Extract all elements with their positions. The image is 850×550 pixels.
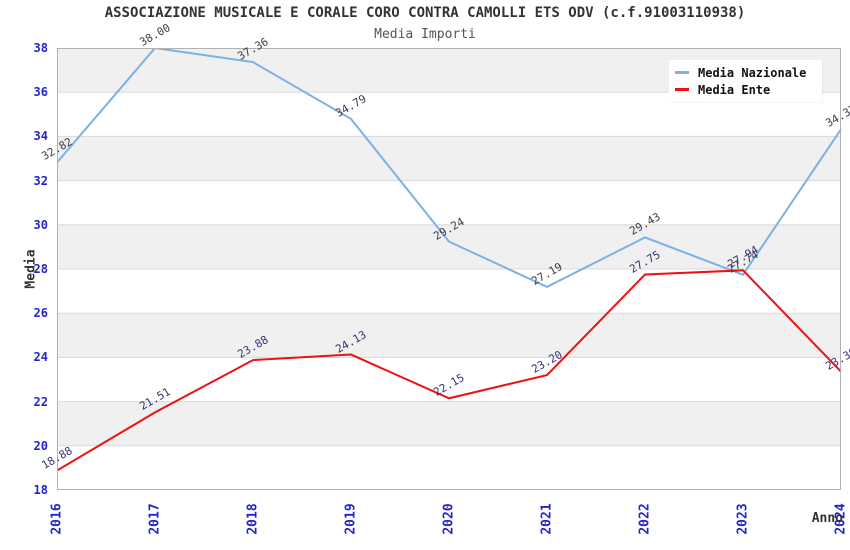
plot-band [57, 224, 841, 269]
y-tick-label: 30 [33, 217, 48, 232]
chart-subtitle: Media Importi [374, 27, 476, 42]
x-tick-label: 2019 [343, 503, 359, 535]
y-tick-label: 36 [33, 85, 48, 100]
plot-band [57, 401, 841, 446]
y-tick-label: 22 [33, 394, 48, 409]
legend-item: Media Ente [675, 81, 816, 98]
plot-band [57, 445, 841, 490]
x-tick-label: 2020 [441, 503, 457, 535]
legend-label: Media Nazionale [698, 65, 807, 80]
y-tick-label: 18 [33, 483, 48, 497]
legend-swatch-line [675, 71, 689, 74]
y-tick-label: 38 [33, 41, 48, 55]
x-tick-label: 2016 [49, 503, 65, 535]
x-tick-label: 2018 [245, 503, 261, 535]
x-axis-title: Anno [811, 511, 843, 526]
plot-band [57, 313, 841, 358]
x-tick-label: 2023 [735, 503, 751, 535]
x-tick-label: 2017 [147, 503, 163, 535]
plot-band [57, 180, 841, 225]
y-tick-label: 32 [33, 173, 48, 188]
legend-item: Media Nazionale [675, 64, 816, 81]
plot-band [57, 136, 841, 181]
legend: Media Nazionale Media Ente [669, 60, 822, 102]
plot-band [57, 357, 841, 402]
legend-swatch-line [675, 88, 689, 91]
x-tick-label: 2022 [637, 503, 653, 535]
series-line-media-nazionale [57, 48, 842, 289]
legend-label: Media Ente [698, 82, 771, 97]
plot-band [57, 269, 841, 314]
y-tick-label: 26 [33, 306, 48, 321]
plot-area [57, 48, 842, 490]
chart-title: ASSOCIAZIONE MUSICALE E CORALE CORO CONT… [104, 5, 746, 21]
y-tick-label: 20 [33, 438, 48, 453]
y-tick-label: 34 [33, 129, 48, 144]
plot-border [57, 48, 841, 490]
series-line-media-ente [57, 269, 842, 472]
y-tick-label: 24 [33, 350, 48, 365]
y-axis-title: Media [23, 249, 39, 289]
x-tick-label: 2021 [539, 503, 555, 535]
